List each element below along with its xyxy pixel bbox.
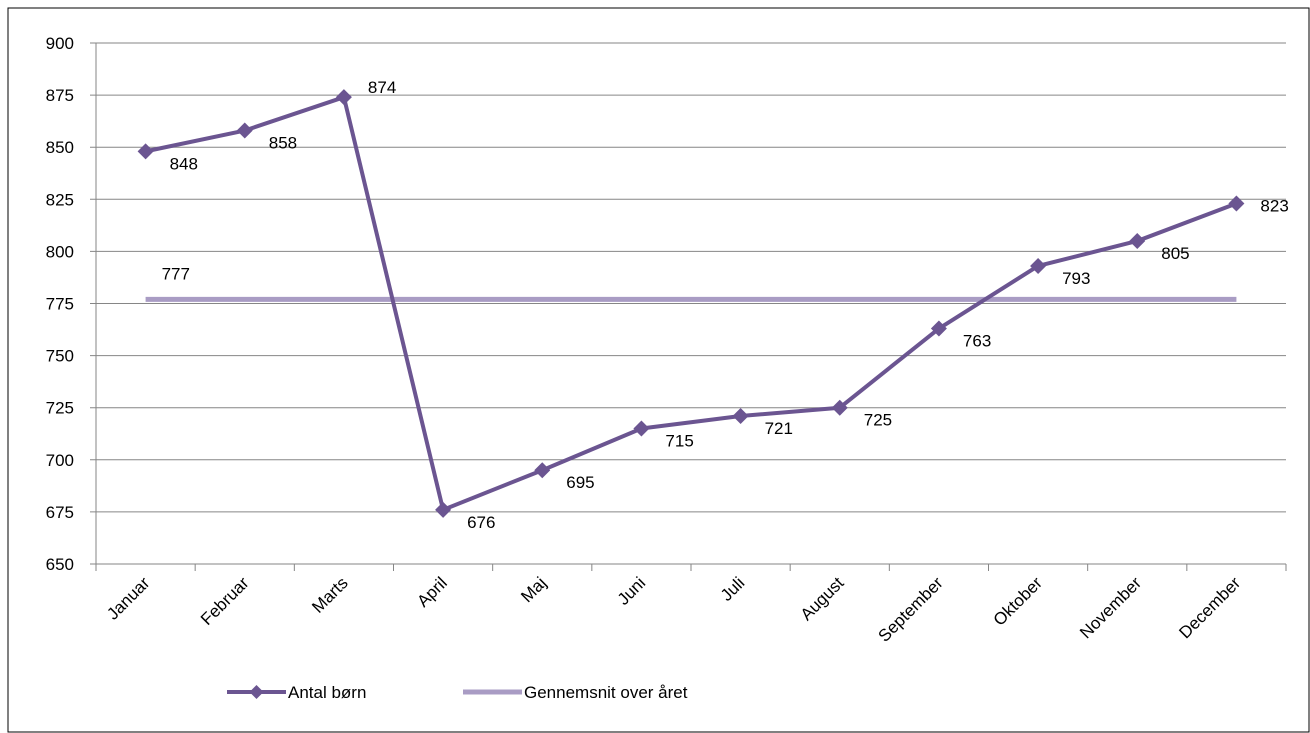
series-line-antal-born (145, 95, 1238, 512)
y-axis-tick-labels: 650 675 700 725 750 775 800 825 850 875 900 (46, 34, 74, 574)
data-point-marker (236, 122, 253, 139)
legend-label-gennemsnit: Gennemsnit over året (524, 683, 688, 702)
data-label: 793 (1062, 269, 1090, 288)
average-data-label: 777 (162, 264, 190, 283)
data-point-marker (732, 408, 749, 425)
legend: Antal børn Gennemsnit over året (227, 683, 688, 702)
data-label: 858 (269, 134, 297, 153)
data-label: 823 (1260, 196, 1288, 215)
y-tick-label: 700 (46, 451, 74, 470)
data-label: 695 (566, 473, 594, 492)
y-tick-label: 750 (46, 347, 74, 366)
y-tick-label: 875 (46, 86, 74, 105)
y-tick-label: 675 (46, 503, 74, 522)
data-point-marker (534, 462, 551, 479)
legend-label-antal-born: Antal børn (288, 683, 366, 702)
y-tick-label: 825 (46, 190, 74, 209)
data-point-marker (1129, 232, 1146, 249)
data-label: 763 (963, 332, 991, 351)
data-label: 848 (170, 154, 198, 173)
data-label: 725 (864, 411, 892, 430)
antal-born-series (137, 89, 1245, 518)
data-label: 805 (1161, 244, 1189, 263)
data-labels: 848 858 874 676 695 715 721 725 763 793 805 823 777 (162, 78, 1289, 532)
data-point-marker (831, 399, 848, 416)
data-point-marker (435, 501, 452, 518)
y-tick-label: 900 (46, 34, 74, 53)
legend-marker-antal-born (249, 685, 264, 699)
y-tick-label: 775 (46, 295, 74, 314)
data-point-marker (1228, 195, 1245, 212)
data-point-marker (335, 89, 352, 106)
data-label: 874 (368, 78, 396, 97)
y-tick-label: 850 (46, 138, 74, 157)
data-label: 721 (765, 419, 793, 438)
data-point-marker (633, 420, 650, 437)
data-point-marker (137, 143, 154, 160)
data-point-marker (930, 320, 947, 337)
data-point-marker (1030, 257, 1047, 274)
axes (95, 43, 1287, 571)
gridlines (90, 42, 1286, 565)
data-label: 676 (467, 513, 495, 532)
chart-border (7, 7, 1310, 733)
y-tick-label: 800 (46, 242, 74, 261)
data-label: 715 (665, 432, 693, 451)
y-tick-label: 725 (46, 399, 74, 418)
y-tick-label: 650 (46, 555, 74, 574)
